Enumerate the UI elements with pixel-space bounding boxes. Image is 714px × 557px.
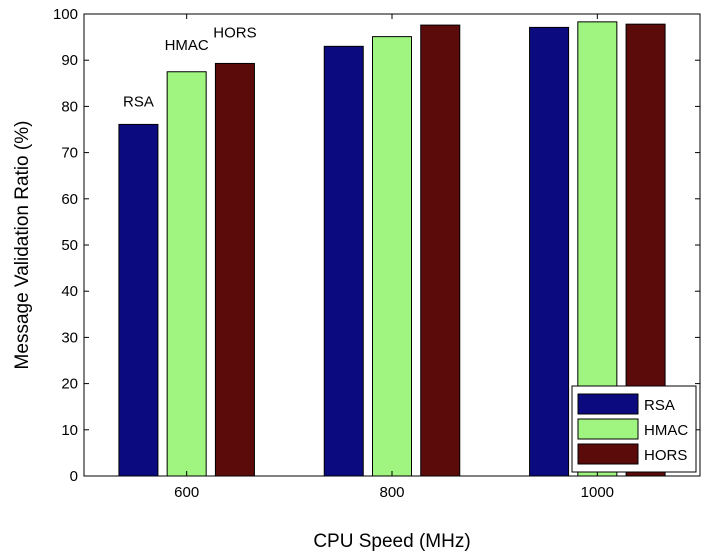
y-tick-label: 10 [61,422,78,439]
annotation-label: RSA [123,93,154,110]
annotation-label: HMAC [165,37,209,54]
x-axis-title: CPU Speed (MHz) [313,531,470,552]
bar-hmac-800 [371,36,413,477]
bar-rsa-1000 [529,26,570,477]
y-tick-label: 30 [61,329,78,346]
y-tick-label: 40 [61,283,78,300]
legend-swatch-rsa [577,393,639,415]
y-tick-label: 0 [70,468,78,485]
y-axis: 0 10 20 30 40 50 60 70 80 90 100 [53,6,700,485]
y-axis-title: Message Validation Ratio (%) [12,121,33,370]
y-tick-label: 90 [61,52,78,69]
y-tick-label: 60 [61,191,78,208]
legend-swatch-hors [577,443,639,465]
bar-rsa-800 [323,45,364,477]
annotation-label: HORS [213,24,256,41]
y-tick-label: 100 [53,6,78,23]
x-tick-label: 800 [379,484,404,501]
x-axis: 600 800 1000 [174,14,614,501]
x-tick-label: 1000 [581,484,614,501]
bar-rsa-600 [118,123,159,477]
legend: RSA HMAC HORS [571,385,697,473]
y-tick-label: 20 [61,376,78,393]
legend-label-hors: HORS [644,447,687,464]
y-tick-label: 70 [61,145,78,162]
x-tick-label: 600 [174,484,199,501]
legend-label-hmac: HMAC [644,422,688,439]
legend-swatch-hmac [577,418,639,440]
bar-hmac-600 [166,71,207,477]
bar-hors-600 [214,62,255,477]
y-tick-label: 50 [61,237,78,254]
y-tick-label: 80 [61,98,78,115]
legend-label-rsa: RSA [644,397,675,414]
bar-hors-800 [420,24,461,477]
